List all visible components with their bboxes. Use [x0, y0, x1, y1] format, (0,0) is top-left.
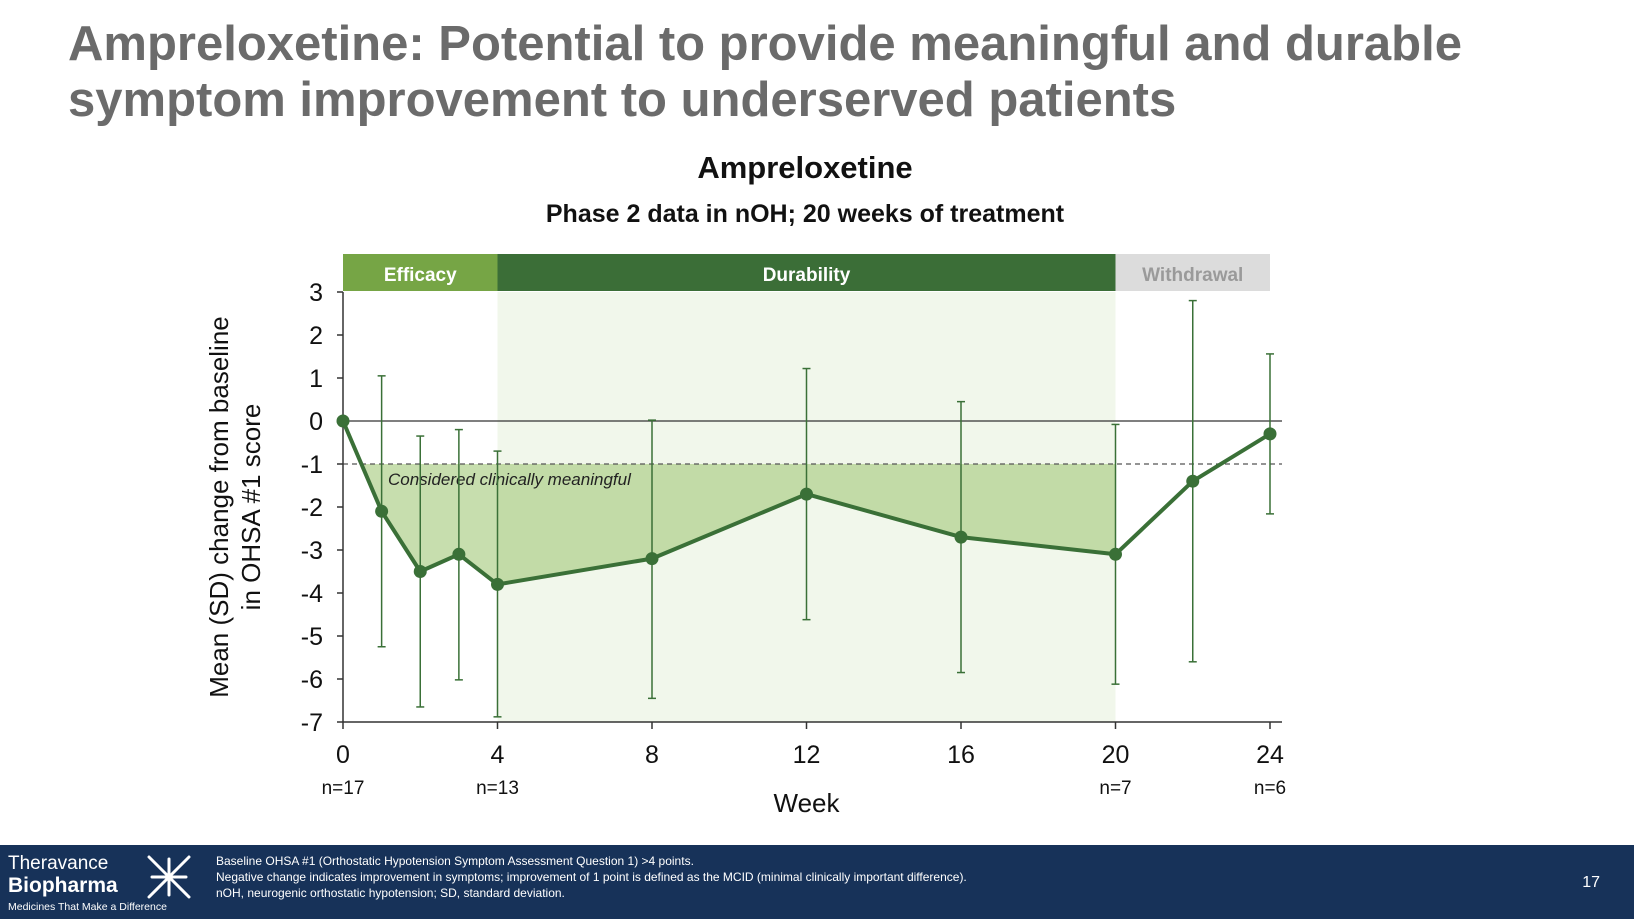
data-point: [491, 577, 504, 591]
sample-size-label: n=13: [476, 778, 519, 799]
sample-size-label: n=17: [322, 778, 365, 799]
x-tick-label: 20: [1102, 741, 1130, 769]
phase-label-durability: Durability: [763, 265, 851, 286]
y-tick-label: -6: [301, 666, 323, 694]
clinically-meaningful-region: [361, 464, 1116, 585]
chart-subtitle: Phase 2 data in nOH; 20 weeks of treatme…: [545, 200, 1065, 228]
y-axis-label-line-2: in OHSA #1 score: [236, 404, 266, 611]
x-axis-label: Week: [774, 788, 841, 818]
x-tick-label: 4: [491, 741, 505, 769]
y-tick-label: 3: [309, 279, 323, 307]
phase-band-durability: [497, 254, 1116, 291]
data-point: [1109, 547, 1122, 561]
phase-band-withdrawal: [1115, 254, 1270, 291]
sample-size-label: n=7: [1099, 778, 1131, 799]
y-tick-label: 2: [309, 322, 323, 350]
y-axis-label-line-1: Mean (SD) change from baseline: [204, 316, 234, 698]
sample-size-label: n=6: [1254, 778, 1286, 799]
data-point: [1263, 427, 1277, 441]
y-tick-label: -5: [301, 623, 323, 651]
company-name-line-2: Biopharma: [8, 874, 118, 897]
data-point: [954, 530, 968, 544]
x-tick-label: 0: [336, 741, 350, 769]
x-tick-label: 12: [793, 741, 821, 769]
data-point: [452, 547, 466, 561]
footnote-3: nOH, neurogenic orthostatic hypotension;…: [216, 886, 565, 900]
y-tick-label: -1: [301, 451, 323, 479]
footnotes: Baseline OHSA #1 (Orthostatic Hypotensio…: [216, 853, 1466, 901]
phase-label-efficacy: Efficacy: [384, 265, 457, 286]
company-logo: Theravance Biopharma Medicines That Make…: [8, 853, 193, 915]
y-tick-label: 0: [309, 408, 323, 436]
star-logo-icon: [147, 855, 191, 899]
y-tick-label: -4: [301, 580, 323, 608]
company-tagline: Medicines That Make a Difference: [8, 901, 167, 913]
line-chart: Efficacy Durability Withdrawal Considered c…: [204, 254, 1286, 818]
y-axis-label: Mean (SD) change from baseline in OHSA #1…: [204, 316, 266, 698]
phase-label-withdrawal: Withdrawal: [1142, 265, 1243, 286]
page-number: 17: [1582, 874, 1600, 891]
phase-band-efficacy: [343, 254, 498, 291]
data-point: [375, 504, 389, 518]
x-tick-label: 8: [645, 741, 659, 769]
y-tick-label: -2: [301, 494, 323, 522]
slide-title-line-2: symptom improvement to underserved patie…: [68, 73, 1177, 127]
y-tick-label: 1: [309, 365, 323, 393]
data-point: [336, 414, 350, 428]
chart-title: Ampreloxetine: [697, 150, 913, 185]
threshold-label: Considered clinically meaningful: [388, 470, 632, 489]
data-point: [413, 565, 427, 578]
slide-title: Ampreloxetine: Potential to provide mean…: [68, 16, 1608, 128]
company-name-line-1: Theravance: [8, 853, 109, 874]
footnote-1: Baseline OHSA #1 (Orthostatic Hypotensio…: [216, 854, 694, 868]
x-tick-label: 16: [947, 741, 975, 769]
data-point: [645, 552, 659, 566]
x-tick-label: 24: [1256, 741, 1284, 769]
footer: Theravance Biopharma Medicines That Make…: [0, 845, 1634, 919]
data-point: [800, 487, 813, 501]
y-tick-label: -7: [301, 709, 323, 737]
y-tick-label: -3: [301, 537, 323, 565]
data-point: [1186, 474, 1200, 488]
footnote-2: Negative change indicates improvement in…: [216, 870, 967, 884]
slide-title-line-1: Ampreloxetine: Potential to provide mean…: [68, 17, 1462, 71]
